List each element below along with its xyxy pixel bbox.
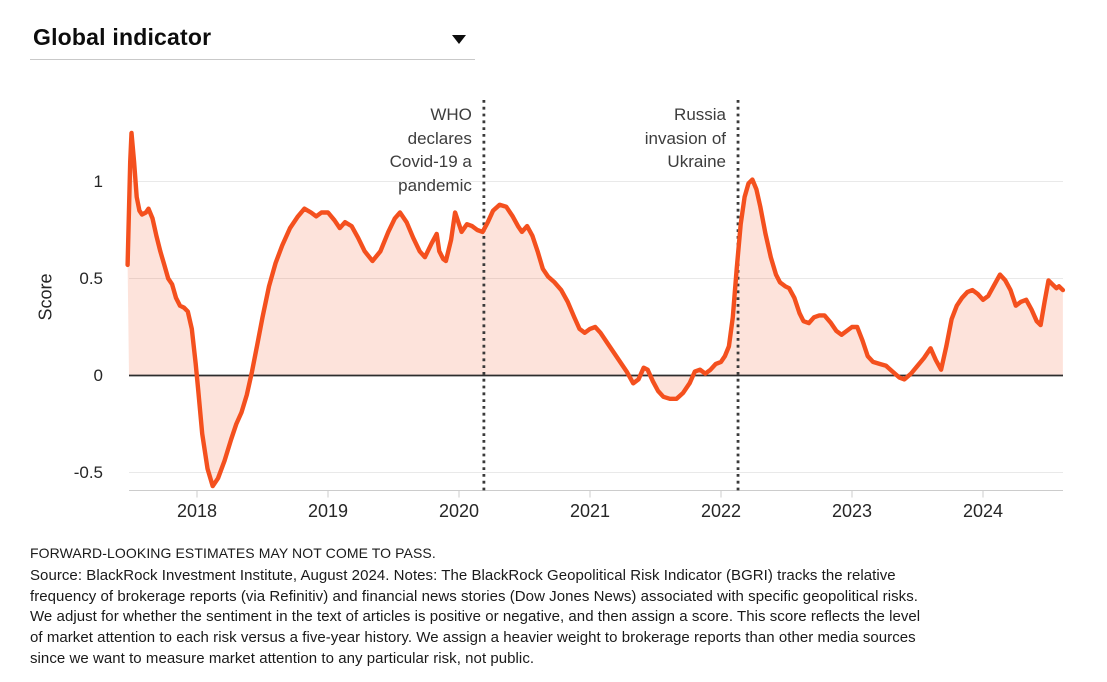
y-tick-label: -0.5: [73, 463, 103, 482]
x-tick-label: 2018: [176, 501, 218, 521]
y-tick-label: 0.5: [79, 269, 103, 288]
x-tick-label: 2021: [569, 501, 611, 521]
page-title[interactable]: Global indicator: [33, 24, 212, 50]
y-tick-label: 0: [93, 366, 103, 385]
x-tick-label: 2024: [962, 501, 1004, 521]
x-tick-label: 2020: [438, 501, 480, 521]
series-fill: [127, 133, 1063, 487]
annotation-label: WHO declares Covid-19 a pandemic: [389, 105, 472, 195]
series-line: [125, 130, 1066, 489]
disclaimer-text: FORWARD-LOOKING ESTIMATES MAY NOT COME T…: [30, 545, 436, 561]
title-underline: [30, 59, 475, 60]
x-tick-label: 2022: [700, 501, 742, 521]
chevron-down-icon[interactable]: [452, 35, 466, 44]
source-notes-text: Source: BlackRock Investment Institute, …: [30, 567, 921, 667]
y-tick-label: 1: [93, 172, 103, 191]
chart-footer: FORWARD-LOOKING ESTIMATES MAY NOT COME T…: [30, 545, 1096, 670]
annotation-label: Russia invasion of Ukraine: [644, 105, 727, 171]
x-tick-label: 2023: [831, 501, 873, 521]
x-tick-label: 2019: [307, 501, 349, 521]
indicator-dropdown[interactable]: Global indicator: [30, 20, 476, 60]
